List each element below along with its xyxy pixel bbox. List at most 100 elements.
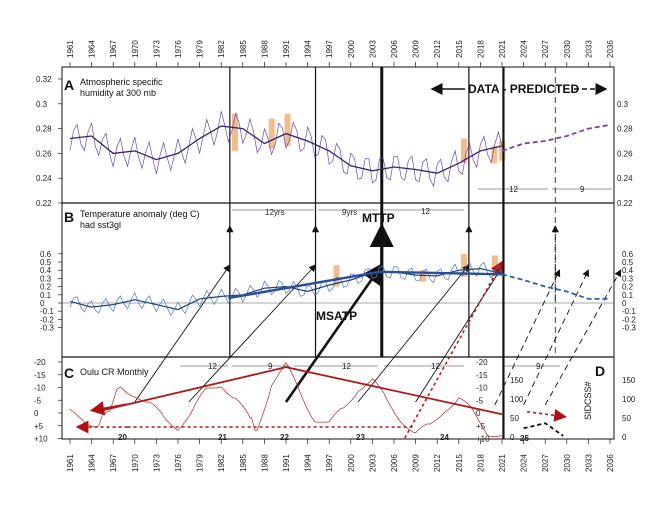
year-label-top: 1961 <box>66 40 75 58</box>
panel-a-letter: A <box>64 77 74 93</box>
a-tick-label: 0.3 <box>36 100 48 109</box>
year-label-top: 1976 <box>174 40 183 58</box>
year-label-top: 2000 <box>347 40 356 58</box>
shade-peak-b <box>333 265 340 287</box>
c-inner-tick-label: -10 <box>476 384 488 393</box>
c-tick-label: +5 <box>34 422 44 431</box>
panel-c-title: Oulu CR Monthly <box>80 367 149 377</box>
year-label-top: 1964 <box>88 40 97 58</box>
year-label-top: 1997 <box>325 40 334 58</box>
gap-9-label-c2: 9 <box>536 362 541 371</box>
year-label-top: 1979 <box>196 40 205 58</box>
b-right-tick-label: -0.2 <box>622 315 636 324</box>
year-label-top: 1985 <box>239 40 248 58</box>
b-right-tick-label: 0.4 <box>622 266 634 275</box>
c-tick-label: -5 <box>34 396 42 405</box>
b-tick-label: 0 <box>40 299 45 308</box>
year-label-bottom: 2018 <box>476 454 485 472</box>
a-right-tick-label: 0.26 <box>617 149 633 158</box>
c-inner-tick-label: -5 <box>476 396 484 405</box>
value-axes: 0.32 0.3 0.28 0.26 0.24 0.22 0.3 0.28 0.26 0.24 0.… <box>34 75 636 444</box>
c-inner-tick-label: -15 <box>476 371 488 380</box>
b-right-tick-label: 0.6 <box>622 250 634 259</box>
year-label-bottom: 1967 <box>109 454 118 472</box>
b-right-tick-label: 0 <box>622 299 627 308</box>
panel-d-letter: D <box>595 363 605 379</box>
gap-12-label-c3: 12 <box>431 362 440 371</box>
gap-12-label-b: 12 <box>421 207 430 216</box>
cycle-22: 22 <box>280 433 289 442</box>
predicted-lag-arrow <box>544 269 622 406</box>
year-label-top: 2030 <box>563 40 572 58</box>
year-label-top: 1973 <box>152 40 161 58</box>
c-tick-label: -15 <box>34 371 46 380</box>
year-label-top: 2021 <box>498 40 507 58</box>
shade-peak-a <box>491 145 498 164</box>
year-label-bottom: 2024 <box>520 454 529 472</box>
temperature-predicted-line <box>501 273 610 300</box>
shade-peak-a <box>232 113 238 151</box>
cycle-23: 23 <box>356 433 365 442</box>
year-label-bottom: 1970 <box>131 454 140 472</box>
b-right-tick-label: -0.1 <box>622 307 636 316</box>
year-label-bottom: 2006 <box>390 454 399 472</box>
year-label-top: 2012 <box>433 40 442 58</box>
year-label-top: 1967 <box>109 40 118 58</box>
lag-arrow <box>357 264 470 403</box>
cosmic-ray-line <box>69 362 503 437</box>
sunspot-predicted-line <box>523 422 564 437</box>
msatp-label: MSATP <box>316 309 357 323</box>
d-tick-label: 50 <box>622 414 631 423</box>
a-tick-label: 0.22 <box>36 199 52 208</box>
a-tick-label: 0.26 <box>36 149 52 158</box>
a-tick-label: 0.32 <box>36 75 52 84</box>
year-label-top: 2027 <box>541 40 550 58</box>
c-tick-label: -10 <box>34 384 46 393</box>
year-label-top: 1994 <box>304 40 313 58</box>
cr-arrow-left <box>89 401 128 416</box>
panel-b-letter: B <box>64 209 74 225</box>
year-label-bottom: 2027 <box>541 454 550 472</box>
mttp-label: MTTP <box>362 211 395 225</box>
shade-peak-a <box>460 138 467 164</box>
a-tick-label: 0.28 <box>36 125 52 134</box>
c-inner-tick-label: +5 <box>476 422 486 431</box>
year-label-top: 2009 <box>412 40 421 58</box>
year-label-bottom: 1991 <box>282 454 291 472</box>
cycle-20: 20 <box>118 433 127 442</box>
a-right-tick-label: 0.3 <box>617 100 629 109</box>
b-tick-label: 0.3 <box>40 274 52 283</box>
data-predicted-label: DATA - PREDICTED <box>468 82 579 96</box>
humidity-raw-line <box>69 111 503 188</box>
d-inner-tick-label: 50 <box>510 414 519 423</box>
d-inner-tick-label: 150 <box>510 376 524 385</box>
predicted-lag-arrow <box>523 269 589 406</box>
year-label-top: 2024 <box>520 40 529 58</box>
year-label-top: 2003 <box>368 40 377 58</box>
d-inner-tick-label: 0 <box>510 433 515 442</box>
plot-frame <box>61 66 615 440</box>
temperature-raw-line <box>69 261 503 317</box>
year-label-top: 1988 <box>260 40 269 58</box>
a-tick-label: 0.24 <box>36 174 52 183</box>
cr-predicted-arrow <box>527 408 567 422</box>
year-label-bottom: 2009 <box>412 454 421 472</box>
c-inner-tick-label: +10 <box>476 435 490 444</box>
year-label-bottom: 2021 <box>498 454 507 472</box>
cycle-numbers: 20 21 22 23 24 25 <box>118 433 529 443</box>
temperature-smooth-line <box>69 267 503 311</box>
gap-12yrs-label: 12yrs <box>265 208 285 217</box>
year-label-bottom: 2030 <box>563 454 572 472</box>
year-label-bottom: 2033 <box>584 454 593 472</box>
year-label-top: 2036 <box>606 40 615 58</box>
year-label-bottom: 1976 <box>174 454 183 472</box>
panel-a-title-1: Atmospheric specific <box>80 77 163 87</box>
b-tick-label: -0.3 <box>40 324 54 333</box>
c-tick-label: +10 <box>34 435 48 444</box>
year-label-bottom: 2012 <box>433 454 442 472</box>
gap-9-label-c: 9 <box>268 362 273 371</box>
humidity-predicted-line <box>501 124 611 152</box>
year-label-bottom: 1961 <box>66 454 75 472</box>
year-label-top: 2018 <box>476 40 485 58</box>
